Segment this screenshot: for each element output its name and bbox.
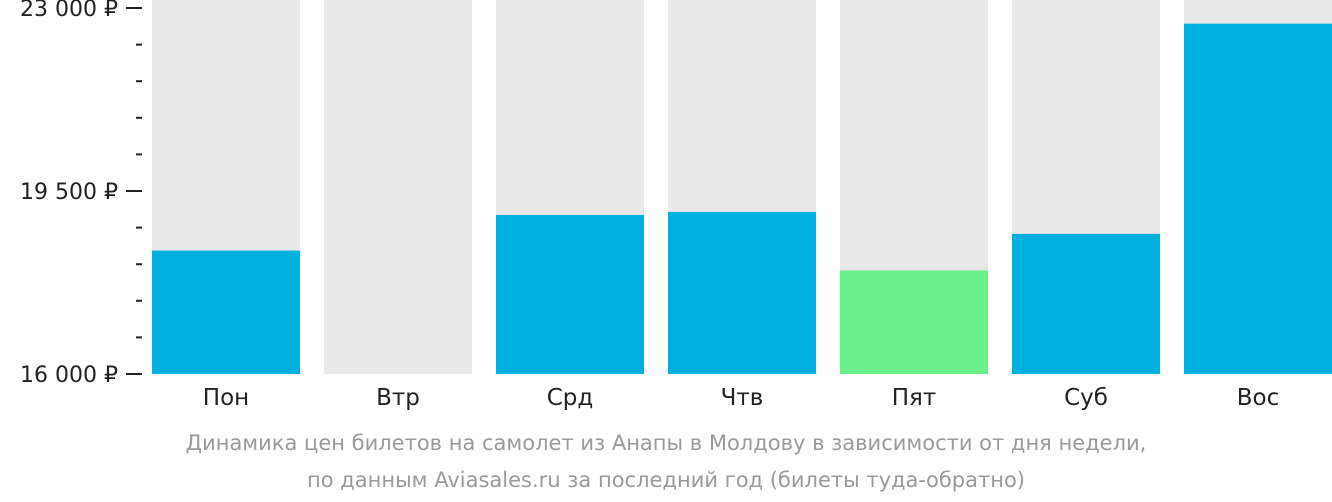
x-axis-labels: Пон Втр Срд Чтв Пят Суб Вос: [203, 385, 1279, 411]
x-tick-label: Срд: [547, 385, 594, 411]
y-tick-label: 23 000 ₽: [20, 0, 118, 22]
x-tick-label: Чтв: [721, 385, 764, 411]
x-tick-label: Суб: [1064, 385, 1108, 411]
y-axis: 23 000 ₽ 19 500 ₽ 16 000 ₽: [20, 0, 142, 388]
y-tick-label: 16 000 ₽: [20, 363, 118, 388]
bar-Срд: [496, 215, 644, 374]
y-tick-label: 19 500 ₽: [20, 180, 118, 205]
chart-caption-line-2: по данным Aviasales.ru за последний год …: [307, 468, 1025, 492]
bar-Суб: [1012, 233, 1160, 374]
bar-Пят: [840, 270, 988, 374]
x-tick-label: Пон: [203, 385, 249, 411]
bars: [152, 0, 1332, 374]
bar-Вос: [1184, 23, 1332, 374]
bar-Чтв: [668, 211, 816, 374]
bar-Пон: [152, 250, 300, 374]
x-tick-label: Вос: [1237, 385, 1280, 411]
chart-caption-line-1: Динамика цен билетов на самолет из Анапы…: [185, 431, 1147, 455]
x-tick-label: Втр: [376, 385, 420, 411]
x-tick-label: Пят: [892, 385, 937, 411]
bar-background: [324, 0, 472, 374]
